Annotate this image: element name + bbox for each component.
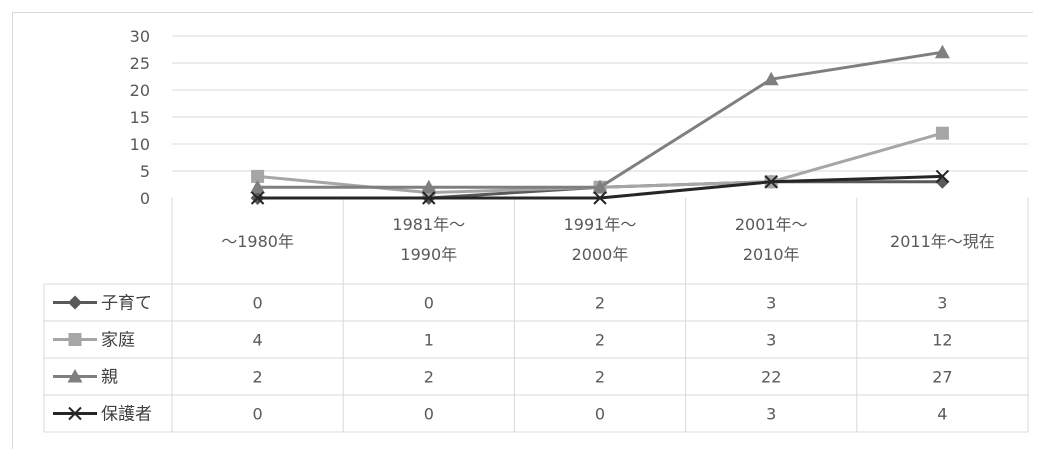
data-point xyxy=(935,174,950,189)
data-label: 2 xyxy=(595,331,605,350)
data-label: 0 xyxy=(253,405,263,424)
data-point xyxy=(592,179,608,194)
series-3 xyxy=(250,169,950,205)
y-tick-label: 5 xyxy=(140,162,150,181)
legend-item: 子育て xyxy=(53,294,152,314)
data-point xyxy=(251,169,265,183)
data-point xyxy=(764,175,778,189)
data-label: 0 xyxy=(424,294,434,313)
chart-frame xyxy=(12,12,1033,449)
data-point xyxy=(935,169,950,184)
x-category-label: 2001年〜 xyxy=(735,215,808,234)
legend-marker xyxy=(68,295,82,310)
y-tick-label: 25 xyxy=(130,54,150,73)
legend-marker xyxy=(68,333,82,346)
y-tick-label: 0 xyxy=(140,189,150,208)
x-category-label: 2011年〜現在 xyxy=(890,232,995,251)
data-label: 2 xyxy=(595,294,605,313)
data-point xyxy=(763,71,779,86)
data-label: 2 xyxy=(253,368,263,387)
data-label: 22 xyxy=(761,368,781,387)
series-2 xyxy=(250,44,950,194)
data-label: 4 xyxy=(253,331,263,350)
data-point xyxy=(250,179,266,194)
data-label: 4 xyxy=(937,405,947,424)
data-label: 0 xyxy=(424,405,434,424)
legend-label: 親 xyxy=(101,368,118,388)
y-tick-label: 15 xyxy=(130,108,150,127)
legend-label: 保護者 xyxy=(101,405,152,425)
data-point xyxy=(935,126,949,140)
data-point xyxy=(250,191,265,205)
data-label: 0 xyxy=(253,294,263,313)
legend-item: 家庭 xyxy=(53,331,135,351)
data-label: 2 xyxy=(424,368,434,387)
data-point xyxy=(593,191,607,205)
legend-item: 保護者 xyxy=(53,405,152,425)
legend-label: 子育て xyxy=(101,294,152,314)
data-label: 3 xyxy=(766,331,776,350)
data-label: 3 xyxy=(766,294,776,313)
series-line xyxy=(257,50,943,189)
x-category-label: 1990年 xyxy=(400,245,457,264)
data-point xyxy=(422,191,436,205)
data-label: 27 xyxy=(932,368,952,387)
legend-marker xyxy=(68,406,82,421)
x-category-label: 〜1980年 xyxy=(221,232,294,251)
data-label: 2 xyxy=(595,368,605,387)
legend-marker xyxy=(67,369,83,383)
data-point xyxy=(421,179,437,194)
x-category-label: 1991年〜 xyxy=(564,215,637,234)
data-point xyxy=(934,44,950,59)
x-category-label: 1981年〜 xyxy=(392,215,465,234)
data-label: 3 xyxy=(766,405,776,424)
data-label: 3 xyxy=(937,294,947,313)
y-tick-label: 30 xyxy=(130,27,150,46)
data-label: 1 xyxy=(424,331,434,350)
data-label: 12 xyxy=(932,331,952,350)
x-category-label: 2010年 xyxy=(743,245,800,264)
legend-label: 家庭 xyxy=(101,331,135,351)
x-category-label: 2000年 xyxy=(572,245,629,264)
data-label: 0 xyxy=(595,405,605,424)
y-tick-label: 10 xyxy=(130,135,150,154)
y-tick-label: 20 xyxy=(130,81,150,100)
legend-item: 親 xyxy=(53,368,118,388)
